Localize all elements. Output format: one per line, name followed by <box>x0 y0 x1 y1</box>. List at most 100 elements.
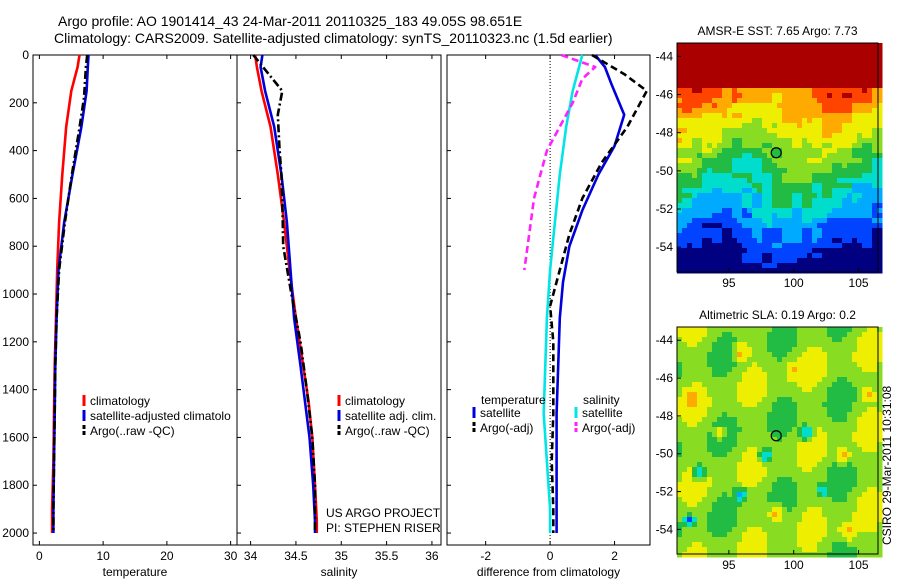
heatmap-cell <box>727 462 733 468</box>
heatmap-cell <box>772 198 778 204</box>
heatmap-cell <box>852 542 858 548</box>
heatmap-cell <box>747 392 753 398</box>
heatmap-cell <box>742 507 748 513</box>
heatmap-cell <box>767 347 773 353</box>
heatmap-cell <box>842 268 848 274</box>
heatmap-cell <box>687 492 693 498</box>
heatmap-cell <box>687 98 693 104</box>
heatmap-cell <box>737 103 743 109</box>
heatmap-cell <box>717 83 723 89</box>
heatmap-cell <box>742 472 748 478</box>
heatmap-cell <box>817 402 823 408</box>
heatmap-cell <box>717 427 723 433</box>
heatmap-cell <box>867 452 873 458</box>
heatmap-cell <box>842 402 848 408</box>
heatmap-cell <box>772 128 778 134</box>
heatmap-cell <box>797 512 803 518</box>
heatmap-cell <box>702 153 708 159</box>
heatmap-cell <box>702 113 708 119</box>
heatmap-cell <box>682 342 688 348</box>
heatmap-cell <box>842 337 848 343</box>
heatmap-cell <box>677 397 683 403</box>
heatmap-cell <box>822 432 828 438</box>
heatmap-cell <box>717 93 723 99</box>
heatmap-cell <box>872 487 878 493</box>
heatmap-cell <box>717 377 723 383</box>
heatmap-cell <box>687 133 693 139</box>
heatmap-cell <box>802 397 808 403</box>
heatmap-cell <box>792 397 798 403</box>
heatmap-cell <box>872 128 878 134</box>
heatmap-cell <box>707 258 713 264</box>
heatmap-cell <box>787 68 793 74</box>
heatmap-cell <box>682 337 688 343</box>
heatmap-cell <box>857 218 863 224</box>
heatmap-cell <box>762 118 768 124</box>
heatmap-cell <box>857 233 863 239</box>
heatmap-cell <box>697 492 703 498</box>
heatmap-cell <box>822 457 828 463</box>
heatmap-cell <box>827 397 833 403</box>
heatmap-cell <box>707 347 713 353</box>
heatmap-cell <box>697 522 703 528</box>
heatmap-cell <box>712 238 718 244</box>
heatmap-cell <box>772 532 778 538</box>
heatmap-cell <box>742 382 748 388</box>
heatmap-cell <box>807 48 813 54</box>
heatmap-cell <box>717 168 723 174</box>
heatmap-cell <box>717 78 723 84</box>
heatmap-cell <box>867 512 873 518</box>
heatmap-cell <box>842 263 848 269</box>
heatmap-cell <box>812 382 818 388</box>
heatmap-cell <box>792 133 798 139</box>
heatmap-cell <box>762 517 768 523</box>
heatmap-cell <box>847 457 853 463</box>
heatmap-cell <box>847 138 853 144</box>
heatmap-cell <box>842 208 848 214</box>
heatmap-cell <box>842 482 848 488</box>
heatmap-cell <box>707 492 713 498</box>
heatmap-cell <box>787 337 793 343</box>
heatmap-cell <box>772 153 778 159</box>
heatmap-cell <box>867 377 873 383</box>
heatmap-cell <box>857 482 863 488</box>
heatmap-cell <box>792 522 798 528</box>
heatmap-cell <box>877 188 883 194</box>
heatmap-cell <box>762 48 768 54</box>
heatmap-cell <box>862 522 868 528</box>
heatmap-cell <box>687 507 693 513</box>
heatmap-cell <box>677 158 683 164</box>
heatmap-cell <box>842 188 848 194</box>
heatmap-cell <box>687 547 693 553</box>
heatmap-cell <box>872 233 878 239</box>
heatmap-cell <box>822 337 828 343</box>
heatmap-cell <box>817 83 823 89</box>
heatmap-cell <box>772 502 778 508</box>
heatmap-cell <box>857 412 863 418</box>
heatmap-cell <box>807 263 813 269</box>
heatmap-cell <box>857 263 863 269</box>
figure-title-line2: Climatology: CARS2009. Satellite-adjuste… <box>54 30 613 46</box>
heatmap-cell <box>782 78 788 84</box>
heatmap-cell <box>837 532 843 538</box>
heatmap-cell <box>747 327 753 333</box>
heatmap-cell <box>792 48 798 54</box>
heatmap-cell <box>727 392 733 398</box>
heatmap-cell <box>832 547 838 553</box>
heatmap-cell <box>722 148 728 154</box>
heatmap-cell <box>847 188 853 194</box>
heatmap-cell <box>802 452 808 458</box>
heatmap-cell <box>837 552 843 558</box>
heatmap-cell <box>762 213 768 219</box>
heatmap-cell <box>772 203 778 209</box>
heatmap-cell <box>852 223 858 229</box>
heatmap-cell <box>842 342 848 348</box>
heatmap-cell <box>847 128 853 134</box>
heatmap-cell <box>717 472 723 478</box>
heatmap-cell <box>777 123 783 129</box>
heatmap-cell <box>782 198 788 204</box>
heatmap-cell <box>807 422 813 428</box>
heatmap-cell <box>697 108 703 114</box>
heatmap-cell <box>732 467 738 473</box>
x-tick-label: 34.5 <box>284 549 308 563</box>
